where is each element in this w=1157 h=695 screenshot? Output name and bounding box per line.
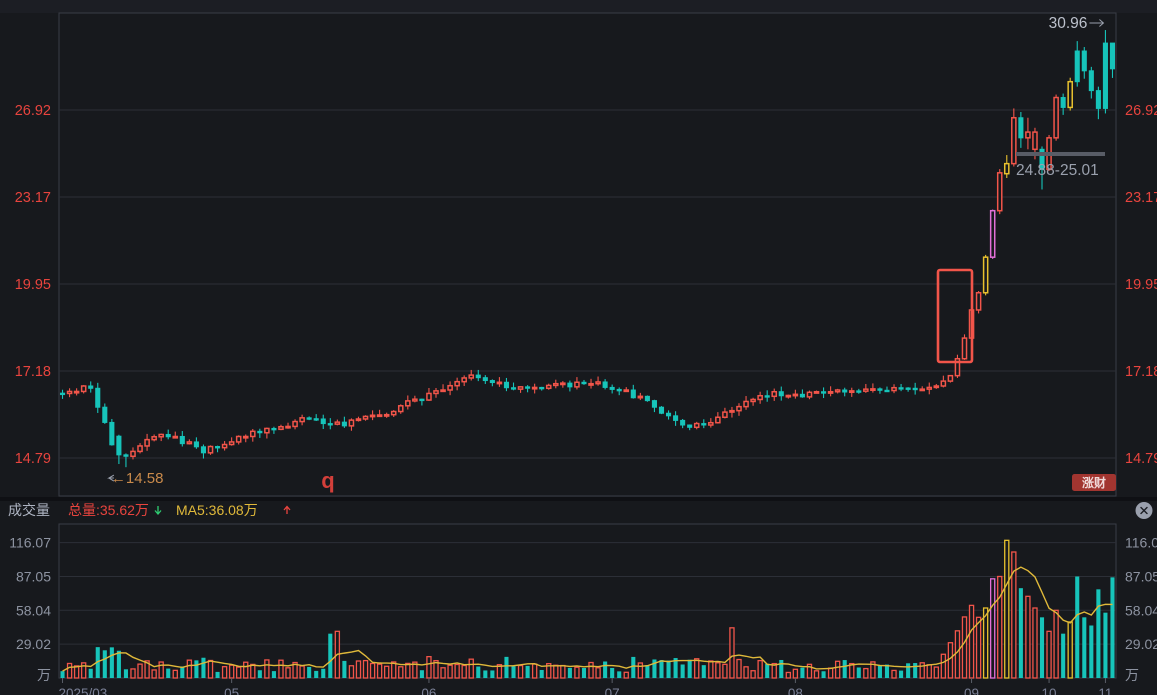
svg-text:10: 10	[1042, 686, 1057, 695]
svg-text:23.17: 23.17	[15, 190, 51, 206]
svg-text:116.07: 116.07	[1125, 535, 1157, 551]
svg-text:08: 08	[788, 686, 803, 695]
svg-text:成交量: 成交量	[8, 502, 50, 518]
svg-text:07: 07	[605, 686, 620, 695]
svg-text:19.95: 19.95	[15, 277, 51, 293]
svg-text:58.04: 58.04	[1125, 602, 1157, 618]
svg-text:29.02: 29.02	[16, 636, 51, 652]
svg-text:116.07: 116.07	[9, 535, 51, 551]
svg-text:MA5:36.08万: MA5:36.08万	[176, 502, 258, 518]
svg-text:14.79: 14.79	[15, 451, 51, 467]
svg-text:87.05: 87.05	[16, 568, 51, 584]
svg-text:24.88-25.01: 24.88-25.01	[1016, 162, 1099, 179]
svg-text:26.92: 26.92	[1125, 103, 1157, 119]
svg-text:29.02: 29.02	[1125, 636, 1157, 652]
svg-text:58.04: 58.04	[16, 602, 51, 618]
svg-text:23.17: 23.17	[1125, 190, 1157, 206]
svg-text:06: 06	[421, 686, 436, 695]
svg-text:05: 05	[224, 686, 239, 695]
svg-text:19.95: 19.95	[1125, 277, 1157, 293]
svg-text:总量:35.62万: 总量:35.62万	[68, 502, 149, 518]
svg-text:涨财: 涨财	[1082, 475, 1106, 490]
svg-text:←14.58: ←14.58	[111, 470, 164, 487]
svg-text:30.96: 30.96	[1049, 15, 1088, 32]
svg-text:万: 万	[1125, 667, 1139, 683]
svg-text:万: 万	[37, 667, 51, 683]
svg-text:q: q	[321, 468, 334, 493]
svg-text:2025/03: 2025/03	[59, 686, 108, 695]
svg-text:87.05: 87.05	[1125, 568, 1157, 584]
svg-text:09: 09	[964, 686, 979, 695]
svg-text:17.18: 17.18	[1125, 364, 1157, 380]
svg-text:14.79: 14.79	[1125, 451, 1157, 467]
svg-text:11: 11	[1098, 686, 1112, 695]
svg-text:17.18: 17.18	[15, 364, 51, 380]
svg-text:26.92: 26.92	[15, 103, 51, 119]
